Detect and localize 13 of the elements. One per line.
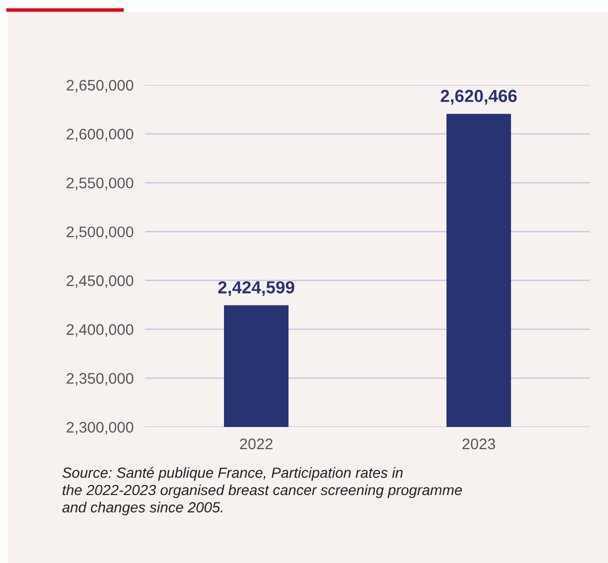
source-note: Source: Santé publique France, Participation rates in the 2022-2023 organised breast cancer screening programme and changes since 2005.	[62, 467, 462, 516]
data-label: 2,620,466	[440, 90, 517, 105]
y-tick-label: 2,300,000	[66, 422, 134, 434]
y-tick-label: 2,500,000	[66, 226, 134, 240]
y-tick-label: 2,600,000	[66, 128, 134, 142]
x-tick-label: 2023	[462, 438, 496, 450]
y-tick-label: 2,350,000	[66, 373, 134, 386]
y-tick-label: 2,450,000	[66, 275, 134, 288]
y-tick-label: 2,550,000	[66, 178, 134, 190]
y-tick-label: 2,400,000	[66, 324, 134, 337]
x-tick-label: 2022	[240, 438, 272, 450]
y-tick-label: 2,650,000	[66, 80, 134, 92]
data-label: 2,424,599	[218, 281, 294, 296]
